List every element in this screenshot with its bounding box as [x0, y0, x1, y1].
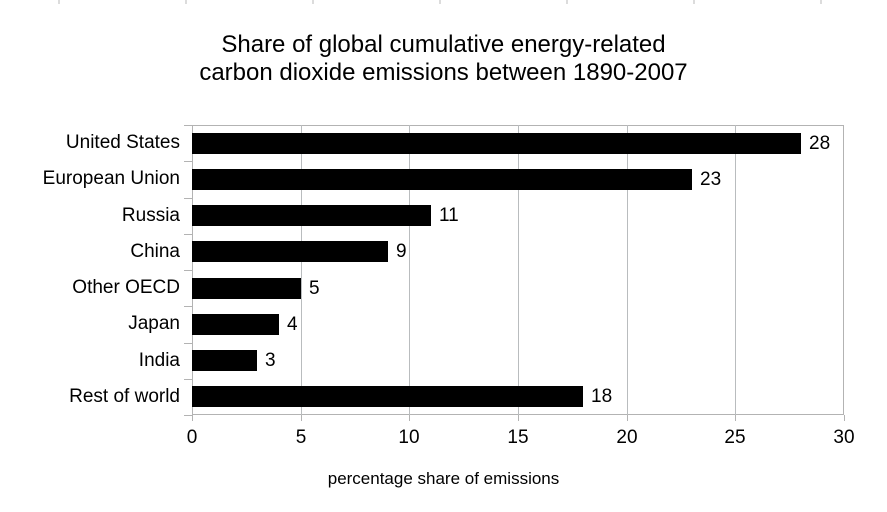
top-edge-artifact-6: [820, 0, 822, 4]
bar-rest-of-world: [192, 386, 583, 407]
category-label-united-states: United States: [65, 132, 180, 153]
value-label-japan: 4: [287, 314, 298, 335]
gridline-x-20: [627, 125, 628, 415]
top-edge-artifact-3: [439, 0, 441, 4]
bar-european-union: [192, 169, 692, 190]
gridline-x-15: [518, 125, 519, 415]
chart-title-line-2: carbon dioxide emissions between 1890-20…: [199, 59, 688, 86]
category-label-other-oecd: Other OECD: [72, 277, 180, 298]
bar-russia: [192, 205, 431, 226]
y-axis-tick-4: [184, 270, 192, 271]
x-tick-label-0: 0: [186, 427, 198, 448]
category-label-european-union: European Union: [42, 168, 180, 189]
x-tick-label-10: 10: [398, 427, 420, 448]
chart-title: Share of global cumulative energy-relate…: [0, 31, 887, 87]
x-tick-label-20: 20: [616, 427, 638, 448]
value-label-united-states: 28: [809, 133, 831, 154]
x-tick-label-30: 30: [833, 427, 855, 448]
bar-japan: [192, 314, 279, 335]
y-axis-line: [192, 125, 193, 415]
category-label-rest-of-world: Rest of world: [69, 386, 180, 407]
bar-china: [192, 241, 388, 262]
top-edge-artifact-1: [185, 0, 187, 4]
top-edge-artifact-0: [58, 0, 60, 4]
value-label-rest-of-world: 18: [591, 386, 613, 407]
y-axis-tick-3: [184, 234, 192, 235]
bar-india: [192, 350, 257, 371]
x-tick-label-15: 15: [507, 427, 529, 448]
value-label-russia: 11: [439, 205, 459, 226]
x-axis-tick-20: [627, 415, 628, 421]
x-tick-label-25: 25: [724, 427, 746, 448]
gridline-x-10: [409, 125, 410, 415]
plot-area: 0 5 10 15 20 25 30 28 23 11 9 5 4 3 18: [184, 125, 855, 448]
bar-united-states: [192, 133, 801, 154]
value-label-european-union: 23: [700, 169, 722, 190]
category-label-china: China: [130, 241, 180, 262]
value-label-china: 9: [396, 241, 407, 262]
x-axis-tick-10: [409, 415, 410, 421]
y-axis-tick-5: [184, 306, 192, 307]
x-tick-label-5: 5: [295, 427, 307, 448]
category-label-india: India: [138, 350, 180, 371]
x-axis-tick-5: [301, 415, 302, 421]
chart-title-line-1: Share of global cumulative energy-relate…: [221, 31, 666, 58]
gridline-x-25: [735, 125, 736, 415]
y-axis-tick-0: [184, 125, 192, 126]
top-edge-artifact-5: [693, 0, 695, 4]
value-label-other-oecd: 5: [309, 278, 320, 299]
y-axis-tick-7: [184, 379, 192, 380]
y-axis-tick-8: [184, 415, 192, 416]
x-axis-title: percentage share of emissions: [327, 469, 560, 488]
value-label-india: 3: [265, 350, 276, 371]
gridline-x-5: [301, 125, 302, 415]
x-axis-tick-15: [518, 415, 519, 421]
top-edge-artifact-4: [566, 0, 568, 4]
plot-border-right: [843, 125, 844, 415]
top-edge-artifact-2: [312, 0, 314, 4]
category-label-russia: Russia: [121, 205, 180, 226]
bar-other-oecd: [192, 278, 301, 299]
y-axis-tick-2: [184, 198, 192, 199]
y-axis-tick-1: [184, 161, 192, 162]
x-axis-tick-0: [192, 415, 193, 421]
category-label-japan: Japan: [128, 313, 180, 334]
x-axis-tick-30: [844, 415, 845, 421]
y-axis-tick-6: [184, 343, 192, 344]
x-axis-tick-25: [735, 415, 736, 421]
